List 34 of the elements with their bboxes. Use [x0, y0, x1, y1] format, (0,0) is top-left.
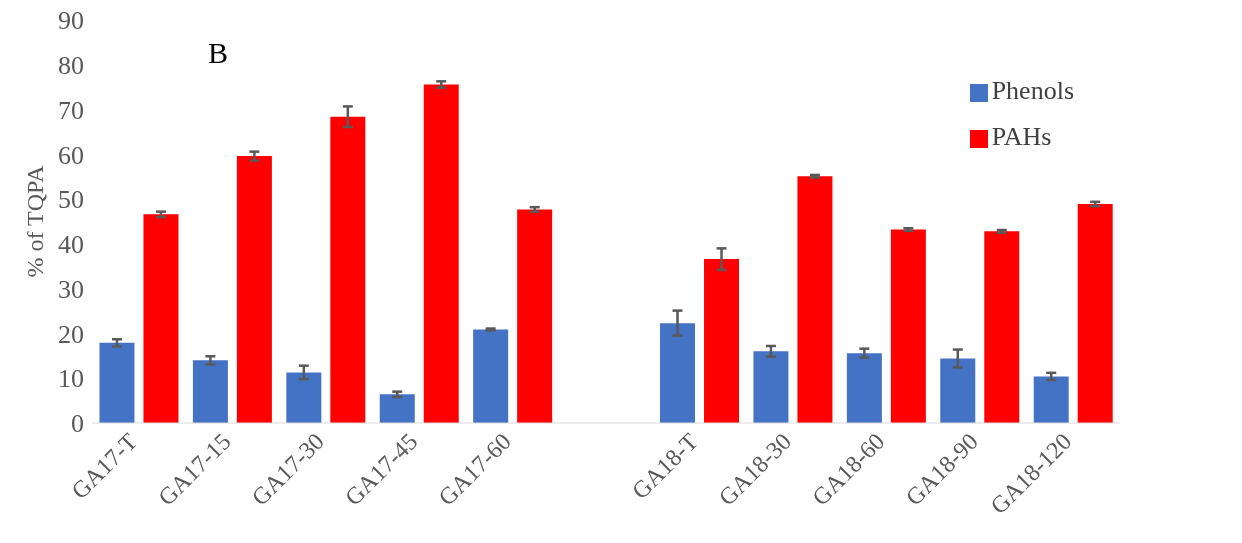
bar	[846, 353, 882, 423]
bar	[236, 156, 272, 423]
bar	[1077, 204, 1113, 423]
bar	[984, 231, 1020, 423]
bar	[143, 214, 179, 423]
y-tick-label: 10	[58, 364, 84, 394]
bar	[1033, 376, 1069, 423]
bar	[379, 394, 415, 423]
bar	[517, 209, 553, 423]
bar	[330, 116, 366, 423]
bar	[753, 351, 789, 423]
legend-label: PAHs	[991, 122, 1052, 151]
bar	[423, 84, 459, 423]
bar	[660, 323, 696, 423]
y-tick-label: 30	[58, 274, 84, 304]
bar	[890, 229, 926, 423]
y-tick-label: 0	[71, 409, 84, 439]
y-tick-label: 40	[58, 230, 84, 260]
y-tick-label: 50	[58, 185, 84, 215]
y-axis-title: % of TQPA	[21, 164, 48, 278]
y-tick-label: 20	[58, 319, 84, 349]
bar	[99, 342, 135, 423]
y-tick-label: 90	[58, 6, 84, 36]
legend-label: Phenols	[991, 76, 1074, 105]
bar	[797, 176, 833, 423]
bar	[704, 259, 740, 423]
y-tick-label: 60	[58, 140, 84, 170]
bar	[192, 360, 228, 423]
annotation: B	[208, 36, 229, 70]
bar	[473, 329, 509, 423]
y-tick-label: 70	[58, 95, 84, 125]
y-tick-label: 80	[58, 51, 84, 81]
bar	[940, 358, 976, 423]
bar	[286, 372, 322, 423]
